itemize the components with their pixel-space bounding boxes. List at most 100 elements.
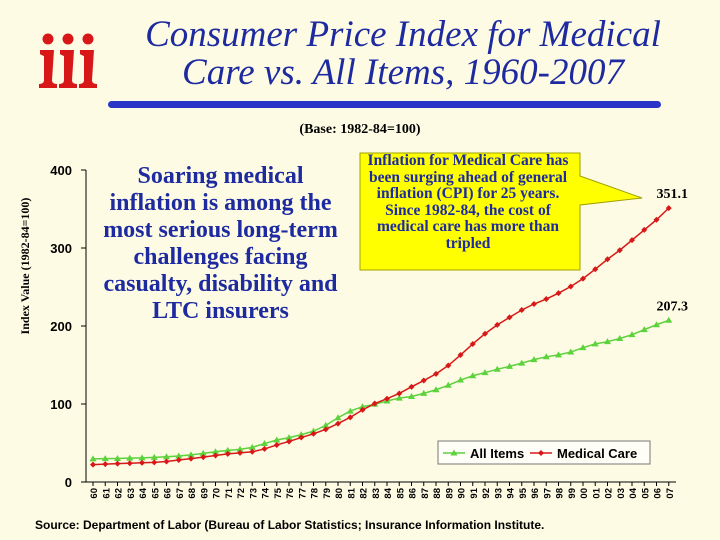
- data-point-medical-care: [335, 420, 341, 427]
- data-point-all-items: [591, 340, 599, 347]
- x-tick-label: 65: [150, 487, 161, 498]
- x-tick-label: 94: [506, 487, 517, 498]
- data-point-all-items: [530, 356, 538, 363]
- data-point-all-items: [261, 440, 268, 447]
- data-point-medical-care: [567, 283, 574, 290]
- data-point-medical-care: [469, 340, 476, 347]
- data-point-medical-care: [249, 448, 256, 455]
- title-line-1: Consumer Price Index for Medical: [145, 14, 661, 55]
- data-point-medical-care: [641, 226, 648, 233]
- x-tick-label: 90: [457, 488, 468, 499]
- series-layer: [89, 205, 673, 468]
- data-point-all-items: [665, 316, 673, 323]
- x-tick-label: 60: [89, 488, 100, 499]
- data-point-all-items: [653, 321, 660, 328]
- data-point-all-items: [175, 452, 183, 459]
- x-tick-label: 80: [334, 488, 345, 499]
- x-tick-label: 87: [420, 488, 431, 499]
- x-tick-label: 03: [616, 488, 627, 499]
- data-point-medical-care: [531, 301, 537, 308]
- chart-legend: All Items Medical Care: [437, 440, 651, 465]
- data-point-medical-care: [604, 256, 611, 263]
- data-point-medical-care: [163, 458, 170, 465]
- y-tick-label: 200: [50, 319, 72, 334]
- data-point-all-items: [444, 381, 452, 388]
- x-tick-label: 69: [199, 488, 210, 499]
- callout-shape: [359, 152, 643, 271]
- data-point-medical-care: [175, 457, 182, 464]
- data-point-all-items: [224, 446, 232, 453]
- data-point-all-items: [506, 362, 513, 369]
- x-tick-label: 82: [359, 488, 370, 499]
- logo-dot: [62, 33, 74, 45]
- soaring-medical-textbox: Soaring medical inflation is among the m…: [103, 157, 338, 355]
- data-point-medical-care: [592, 266, 599, 273]
- x-tick-label: 00: [579, 488, 590, 499]
- data-point-medical-care: [408, 383, 415, 390]
- data-point-medical-care: [126, 460, 133, 467]
- callout-text: Inflation for Medical Care has been surg…: [367, 152, 569, 252]
- data-point-medical-care: [433, 370, 439, 377]
- data-point-all-items: [640, 326, 648, 333]
- x-tick-label: 66: [163, 488, 174, 499]
- iii-logo-glyphs: [39, 33, 97, 88]
- data-point-all-items: [604, 338, 611, 345]
- x-tick-label: 79: [322, 488, 333, 499]
- x-tick-label: 70: [212, 488, 223, 499]
- x-tick-label: 77: [297, 488, 308, 499]
- x-tick-label: 81: [346, 487, 357, 498]
- data-point-medical-care: [261, 445, 268, 452]
- title-line-2: Care vs. All Items, 1960-2007: [182, 52, 624, 93]
- legend-marker: [538, 450, 544, 456]
- x-tick-label: 89: [444, 488, 455, 499]
- data-point-medical-care: [580, 275, 586, 282]
- data-point-all-items: [163, 453, 170, 460]
- data-point-medical-care: [200, 454, 207, 461]
- source-note: Source: Department of Labor (Bureau of L…: [35, 518, 545, 532]
- data-point-all-items: [89, 455, 97, 462]
- data-point-medical-care: [653, 216, 660, 223]
- logo-dot: [42, 33, 54, 45]
- x-tick-label: 95: [518, 487, 529, 498]
- data-point-all-items: [481, 369, 489, 376]
- x-tick-label: 98: [555, 488, 566, 499]
- data-point-all-items: [199, 449, 207, 456]
- callout-bubble: [359, 152, 643, 271]
- data-point-medical-care: [518, 307, 525, 314]
- x-tick-label: 63: [126, 488, 137, 499]
- data-point-all-items: [628, 331, 636, 338]
- x-tick-label: 86: [408, 488, 419, 499]
- data-point-medical-care: [384, 395, 390, 402]
- x-tick-label: 74: [261, 487, 272, 498]
- data-point-all-items: [322, 421, 330, 428]
- x-tick-label: 64: [138, 487, 149, 498]
- data-point-all-items: [542, 353, 550, 360]
- y-tick-label: 400: [50, 163, 72, 178]
- x-tick-label: 05: [640, 487, 651, 498]
- data-point-all-items: [273, 436, 281, 443]
- data-labels: 351.1 207.3: [657, 187, 689, 314]
- data-point-all-items: [212, 448, 219, 455]
- data-point-all-items: [187, 451, 195, 458]
- x-tick-label: 62: [114, 488, 125, 499]
- data-point-medical-care: [420, 377, 427, 384]
- data-point-medical-care: [237, 449, 243, 456]
- data-point-all-items: [579, 344, 587, 351]
- data-point-all-items: [346, 407, 354, 414]
- y-tick-label: 0: [65, 475, 72, 490]
- data-point-medical-care: [114, 460, 121, 467]
- x-tick-label: 97: [542, 488, 553, 499]
- x-tick-label: 96: [530, 488, 541, 499]
- data-point-all-items: [616, 334, 624, 341]
- data-point-all-items: [432, 386, 440, 393]
- x-tick-label: 67: [175, 488, 186, 499]
- x-tick-label: 76: [285, 488, 296, 499]
- data-point-all-items: [138, 454, 146, 461]
- data-point-all-items: [285, 434, 293, 441]
- data-point-all-items: [518, 359, 526, 366]
- iii-logo: [39, 33, 97, 88]
- data-point-all-items: [555, 351, 562, 358]
- data-point-all-items: [236, 445, 244, 452]
- data-point-medical-care: [224, 450, 231, 457]
